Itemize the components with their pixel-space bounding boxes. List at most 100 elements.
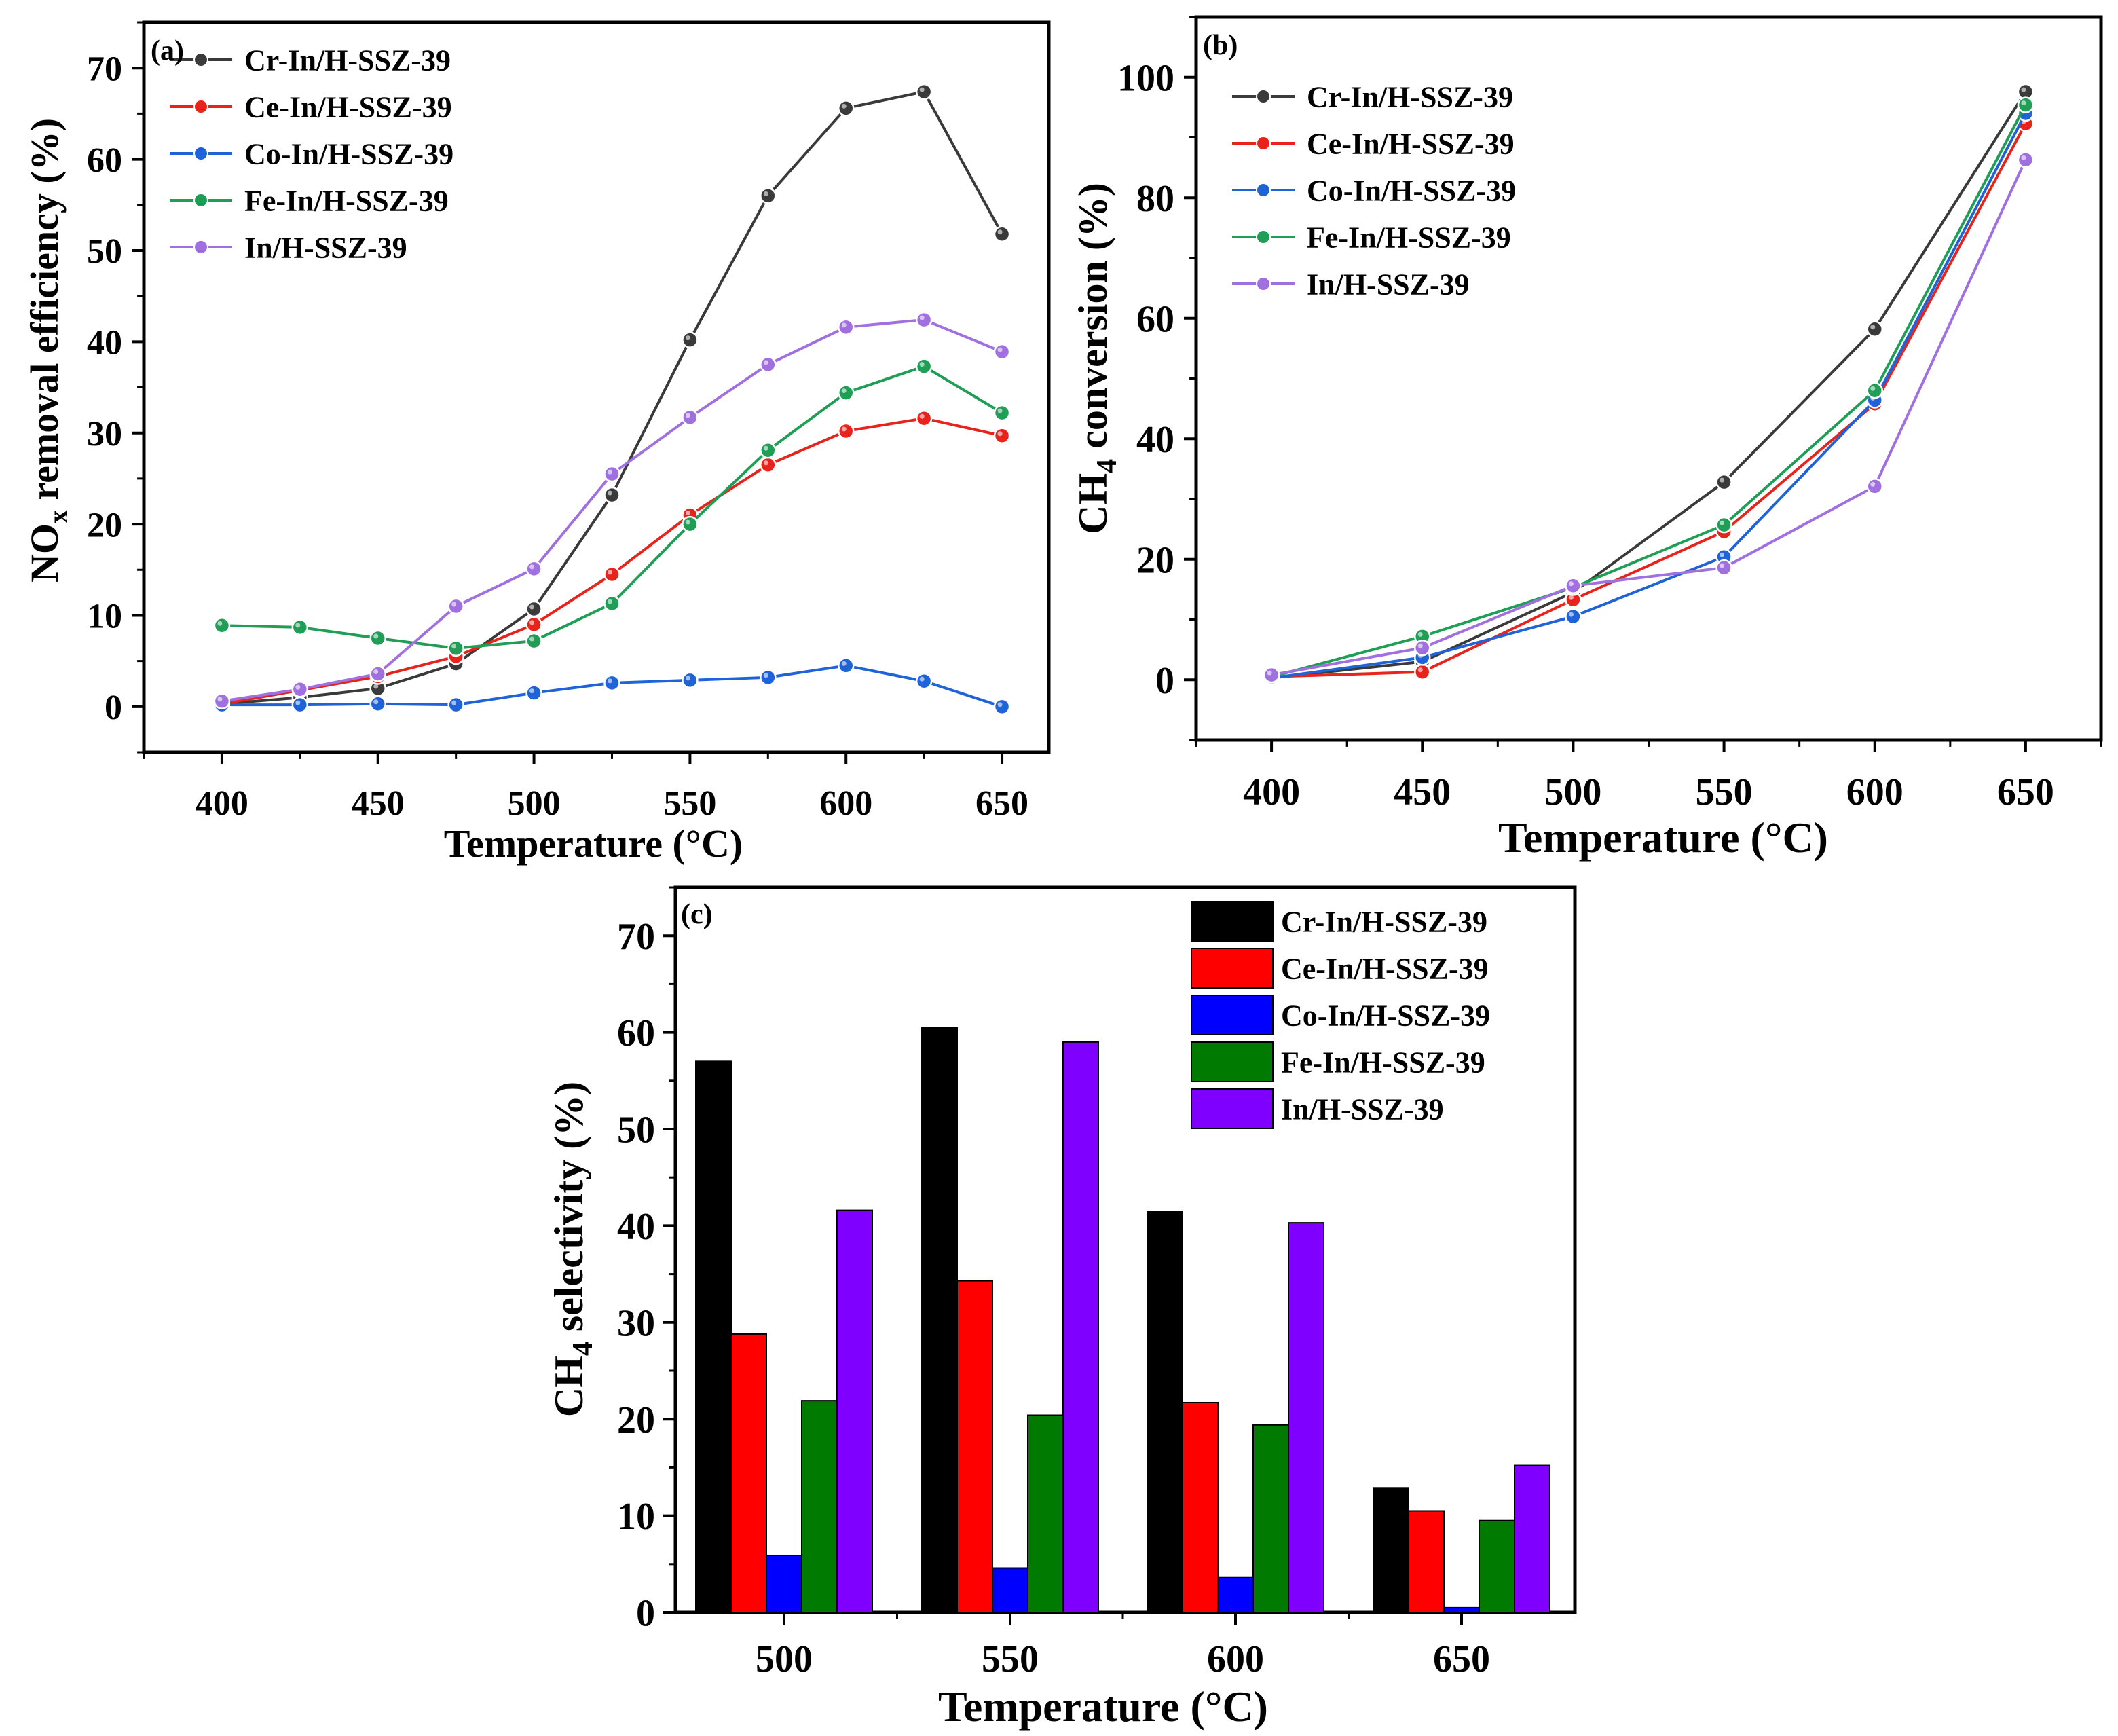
data-point <box>447 640 464 657</box>
data-point <box>993 225 1011 242</box>
data-point-highlight <box>1417 643 1423 648</box>
panel-b-xlabel: Temperature (°C) <box>1498 813 1828 862</box>
data-point-highlight <box>1870 481 1876 487</box>
y-tick-label: 80 <box>1136 178 1174 220</box>
data-point-highlight <box>2021 100 2026 106</box>
legend-marker <box>193 240 208 255</box>
data-point <box>525 600 542 618</box>
data-point-highlight <box>763 673 768 678</box>
data-point <box>447 597 464 615</box>
data-point-highlight <box>919 676 925 682</box>
data-point <box>1414 663 1431 680</box>
data-point-highlight <box>841 322 847 328</box>
panel-b-label: (b) <box>1203 30 1238 61</box>
data-point-highlight <box>530 688 535 694</box>
data-point-highlight <box>685 676 690 681</box>
legend-marker <box>193 99 208 114</box>
series-line-cr-in-h-ssz-39 <box>1271 90 2027 680</box>
data-point <box>682 409 699 426</box>
bar <box>1147 1211 1183 1614</box>
legend-label: In/H-SSZ-39 <box>1307 267 1470 301</box>
x-tick-label: 400 <box>1243 771 1300 813</box>
data-point <box>1866 320 1883 337</box>
data-point-highlight <box>373 699 379 705</box>
data-point-highlight <box>1720 563 1725 568</box>
data-point <box>1866 382 1883 399</box>
data-point-highlight <box>451 602 457 607</box>
data-point-highlight <box>919 413 925 419</box>
bar <box>730 1333 767 1613</box>
data-point <box>1565 577 1582 595</box>
data-point-highlight <box>1417 631 1423 637</box>
y-tick-label: 60 <box>87 141 122 180</box>
data-point-highlight <box>607 599 612 604</box>
data-point-highlight <box>1568 595 1574 600</box>
series-in-h-ssz-39 <box>213 311 1011 709</box>
data-point-highlight <box>2021 87 2026 92</box>
data-point <box>603 674 620 692</box>
x-tick-label: 550 <box>982 1638 1039 1680</box>
bar <box>1514 1464 1550 1613</box>
series-fe-in-h-ssz-39 <box>213 358 1011 657</box>
data-point-highlight <box>919 315 925 320</box>
y-tick-label: 100 <box>1117 57 1174 99</box>
data-point <box>603 486 620 504</box>
x-tick-label: 450 <box>352 784 405 823</box>
data-point <box>915 311 933 329</box>
data-point-highlight <box>607 469 612 475</box>
legend-label: Cr-In/H-SSZ-39 <box>1307 80 1513 113</box>
data-point-highlight <box>997 229 1003 235</box>
data-point-highlight <box>373 633 379 639</box>
bar <box>1373 1487 1409 1613</box>
data-point-highlight <box>841 388 847 394</box>
bar <box>1408 1510 1445 1613</box>
y-tick-label: 70 <box>87 50 122 88</box>
panel-c-legend: Cr-In/H-SSZ-39 Ce-In/H-SSZ-39 Co-In/H-SSZ-… <box>1191 901 1490 1129</box>
data-point <box>915 672 933 690</box>
x-tick-label: 550 <box>663 784 716 823</box>
data-point <box>760 356 777 373</box>
data-point-highlight <box>373 669 379 674</box>
y-tick-label: 0 <box>1155 660 1174 702</box>
data-point <box>447 696 464 714</box>
data-point <box>837 318 855 336</box>
data-point-highlight <box>841 426 847 432</box>
bar <box>1479 1519 1515 1613</box>
data-point-highlight <box>451 644 457 649</box>
series-line-fe-in-h-ssz-39 <box>1271 104 2027 678</box>
data-point <box>682 331 699 348</box>
data-point <box>291 681 309 698</box>
data-point <box>1715 516 1732 534</box>
y-tick-label: 0 <box>105 688 122 727</box>
y-tick-label: 0 <box>636 1593 655 1635</box>
data-point-highlight <box>530 604 535 610</box>
series-line-ce-in-h-ssz-39 <box>1271 123 2027 678</box>
bar <box>1443 1606 1480 1613</box>
data-point-highlight <box>451 700 457 705</box>
data-point <box>837 657 855 674</box>
data-point <box>213 616 231 634</box>
data-point-highlight <box>763 445 768 451</box>
data-point <box>993 427 1011 444</box>
data-point-highlight <box>530 636 535 642</box>
bar <box>836 1209 873 1613</box>
bar-series-co-in-h-ssz-39 <box>766 1554 1480 1614</box>
legend-swatch <box>1191 995 1274 1035</box>
data-point-highlight <box>295 623 301 628</box>
data-point <box>993 404 1011 422</box>
data-point <box>525 560 542 578</box>
data-point <box>760 669 777 686</box>
bar <box>1062 1041 1099 1613</box>
data-point-highlight <box>997 408 1003 413</box>
y-tick-label: 50 <box>617 1109 655 1151</box>
data-point <box>603 595 620 612</box>
bar <box>956 1280 993 1613</box>
legend-swatch <box>1191 1041 1274 1082</box>
legend-swatch <box>1191 901 1274 942</box>
bar <box>695 1060 732 1613</box>
data-point <box>603 465 620 483</box>
legend-marker <box>1256 89 1271 104</box>
data-point <box>525 616 542 633</box>
panel-c-ch4-selectivity-chart: 0 10 20 30 40 50 60 70 500 550 600 650 Cr-In/H-SSZ-… <box>546 885 1577 1731</box>
